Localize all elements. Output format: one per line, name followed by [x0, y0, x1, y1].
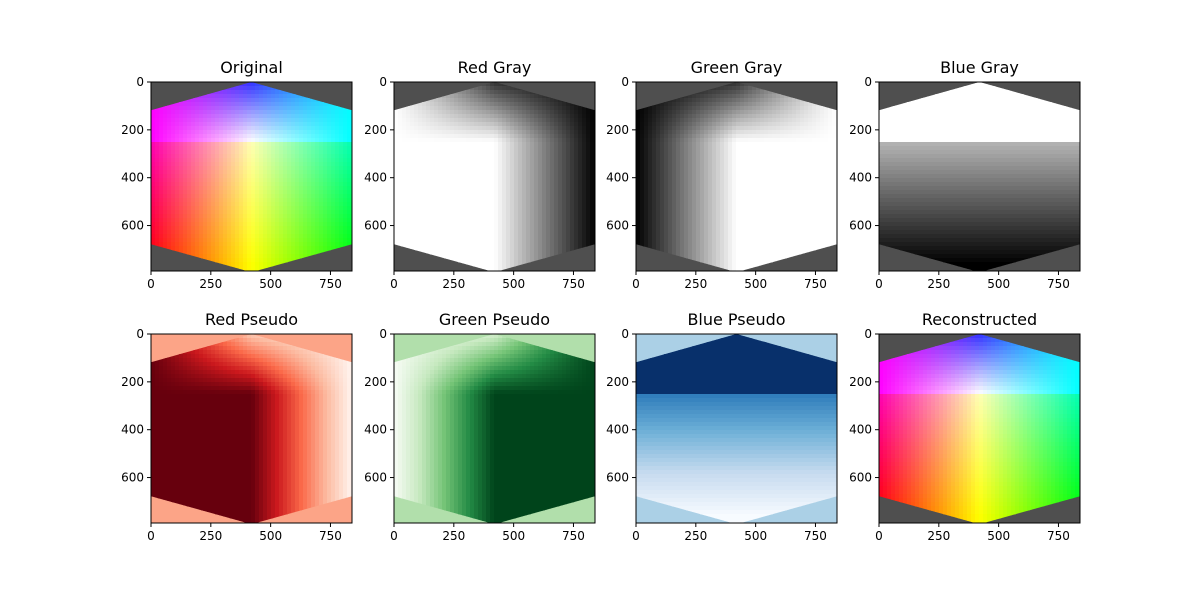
panel-title: Red Pseudo	[205, 310, 298, 329]
y-tick-label: 600	[606, 219, 629, 233]
image-cube	[151, 334, 352, 523]
y-tick-label: 200	[606, 375, 629, 389]
y-tick-label: 200	[606, 123, 629, 137]
y-tick-label: 200	[849, 123, 872, 137]
x-tick-label: 250	[684, 277, 707, 291]
panel-blue-pseudo: Blue Pseudo 0 250 500 750 0 200 400 600	[606, 310, 838, 543]
image-cube	[879, 82, 1080, 271]
panel-original: Original 0 250 500 750 0 200 400 600	[121, 58, 353, 291]
panel-title: Blue Pseudo	[687, 310, 785, 329]
x-tick-label: 750	[562, 529, 585, 543]
x-tick-label: 500	[987, 277, 1010, 291]
x-tick-label: 250	[199, 529, 222, 543]
image-cube	[394, 334, 595, 523]
x-tick-label: 750	[804, 529, 827, 543]
y-tick-label: 600	[849, 471, 872, 485]
x-tick-label: 500	[987, 529, 1010, 543]
x-tick-label: 500	[744, 529, 767, 543]
x-tick-label: 0	[632, 529, 640, 543]
panel-green-pseudo: Green Pseudo 0 250 500 750 0 200 400 600	[364, 310, 596, 543]
y-tick-label: 400	[121, 171, 144, 185]
x-tick-label: 500	[259, 529, 282, 543]
panels: Original 0 250 500 750 0 200 400 600 Red Gray 0 250…	[121, 58, 1081, 543]
axes-frame	[878, 333, 1081, 524]
image-cube	[636, 82, 837, 271]
x-tick-label: 500	[259, 277, 282, 291]
y-tick-label: 0	[379, 327, 387, 341]
x-tick-label: 0	[875, 277, 883, 291]
x-tick-label: 0	[632, 277, 640, 291]
x-tick-label: 500	[744, 277, 767, 291]
y-tick-label: 200	[121, 123, 144, 137]
x-tick-label: 750	[562, 277, 585, 291]
y-tick-label: 400	[849, 423, 872, 437]
y-tick-label: 600	[121, 471, 144, 485]
x-tick-label: 0	[390, 529, 398, 543]
panel-red-pseudo: Red Pseudo 0 250 500 750 0 200 400 600	[121, 310, 353, 543]
y-tick-label: 0	[621, 75, 629, 89]
x-tick-label: 250	[442, 529, 465, 543]
y-tick-label: 600	[849, 219, 872, 233]
x-tick-label: 0	[875, 529, 883, 543]
image-cube	[394, 82, 595, 271]
panel-title: Green Gray	[691, 58, 783, 77]
x-tick-label: 750	[319, 277, 342, 291]
y-tick-label: 600	[364, 219, 387, 233]
image-cube	[636, 334, 837, 523]
y-tick-label: 200	[121, 375, 144, 389]
x-tick-label: 500	[502, 277, 525, 291]
panel-green-gray: Green Gray 0 250 500 750 0 200 400 600	[606, 58, 838, 291]
y-tick-label: 600	[606, 471, 629, 485]
x-tick-label: 750	[319, 529, 342, 543]
panel-title: Blue Gray	[940, 58, 1019, 77]
y-tick-label: 0	[136, 327, 144, 341]
panel-title: Green Pseudo	[439, 310, 550, 329]
panel-red-gray: Red Gray 0 250 500 750 0 200 400 600	[364, 58, 596, 291]
image-cube	[879, 334, 1080, 523]
x-tick-label: 250	[199, 277, 222, 291]
axes-frame	[150, 81, 353, 272]
x-tick-label: 750	[804, 277, 827, 291]
x-tick-label: 0	[147, 529, 155, 543]
image-cube	[151, 82, 352, 271]
axes-frame	[878, 81, 1081, 272]
y-tick-label: 200	[364, 123, 387, 137]
y-tick-label: 600	[121, 219, 144, 233]
y-tick-label: 400	[606, 171, 629, 185]
y-tick-label: 400	[364, 423, 387, 437]
y-tick-label: 400	[606, 423, 629, 437]
x-tick-label: 500	[502, 529, 525, 543]
panel-title: Reconstructed	[922, 310, 1037, 329]
y-tick-label: 200	[364, 375, 387, 389]
axes-frame	[635, 333, 838, 524]
axes-frame	[150, 333, 353, 524]
axes-frame	[393, 81, 596, 272]
axes-frame	[635, 81, 838, 272]
x-tick-label: 0	[390, 277, 398, 291]
panel-title: Red Gray	[458, 58, 532, 77]
x-tick-label: 250	[442, 277, 465, 291]
x-tick-label: 750	[1047, 277, 1070, 291]
y-tick-label: 400	[364, 171, 387, 185]
x-tick-label: 250	[927, 277, 950, 291]
y-tick-label: 0	[621, 327, 629, 341]
panel-title: Original	[220, 58, 283, 77]
x-tick-label: 250	[927, 529, 950, 543]
panel-reconstructed: Reconstructed 0 250 500 750 0 200 400 600	[849, 310, 1081, 543]
x-tick-label: 750	[1047, 529, 1070, 543]
y-tick-label: 400	[121, 423, 144, 437]
y-tick-label: 0	[136, 75, 144, 89]
x-tick-label: 250	[684, 529, 707, 543]
y-tick-label: 600	[364, 471, 387, 485]
axes-frame	[393, 333, 596, 524]
y-tick-label: 400	[849, 171, 872, 185]
y-tick-label: 200	[849, 375, 872, 389]
y-tick-label: 0	[864, 327, 872, 341]
y-tick-label: 0	[379, 75, 387, 89]
panel-blue-gray: Blue Gray 0 250 500 750 0 200 400 600	[849, 58, 1081, 291]
y-tick-label: 0	[864, 75, 872, 89]
x-tick-label: 0	[147, 277, 155, 291]
